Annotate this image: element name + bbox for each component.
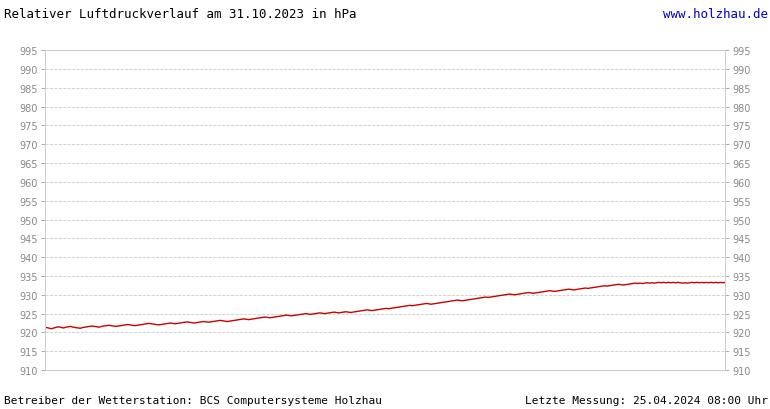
Text: Betreiber der Wetterstation: BCS Computersysteme Holzhau: Betreiber der Wetterstation: BCS Compute… (4, 395, 382, 405)
Text: www.holzhau.de: www.holzhau.de (664, 8, 768, 21)
Text: Letzte Messung: 25.04.2024 08:00 Uhr: Letzte Messung: 25.04.2024 08:00 Uhr (525, 395, 768, 405)
Text: Relativer Luftdruckverlauf am 31.10.2023 in hPa: Relativer Luftdruckverlauf am 31.10.2023… (4, 8, 357, 21)
